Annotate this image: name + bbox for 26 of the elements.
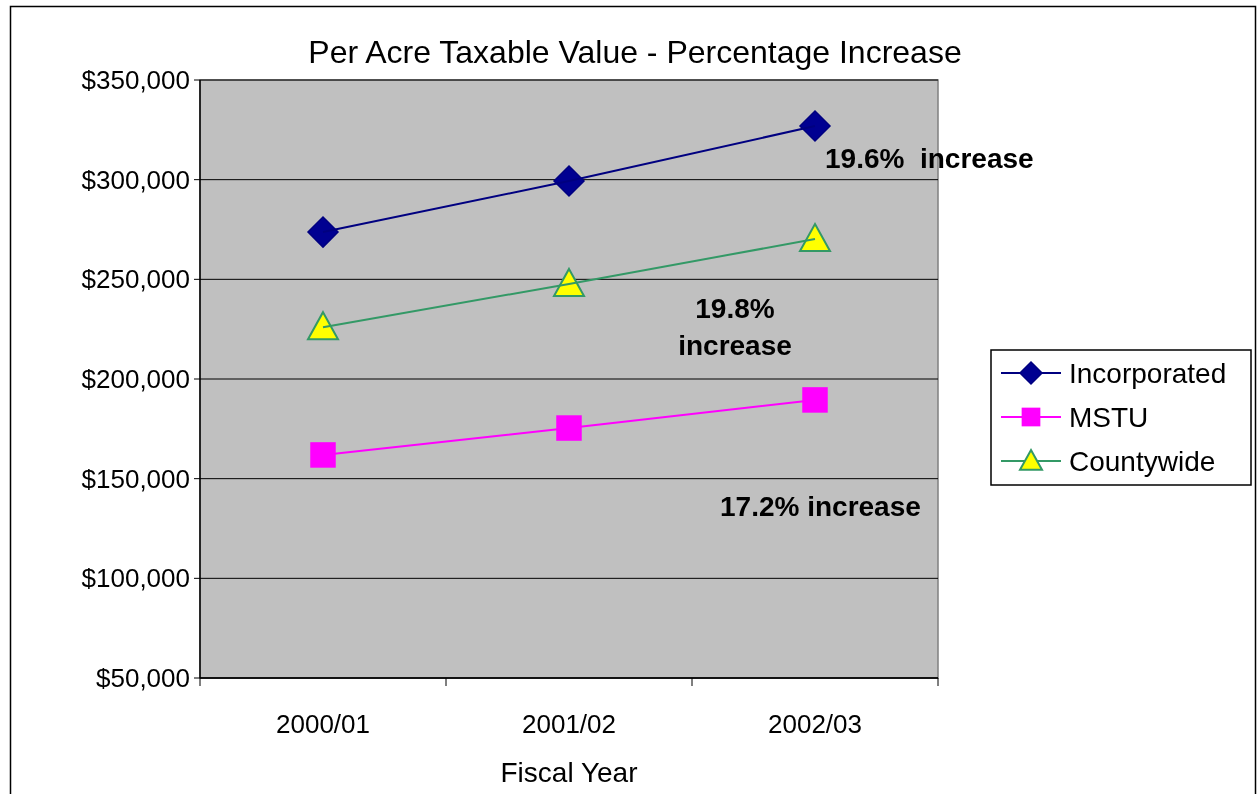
point <box>553 267 585 297</box>
y-tick-label: $150,000 <box>81 463 190 494</box>
annotation: 17.2% increase <box>720 491 921 522</box>
y-tick-label: $250,000 <box>81 264 190 295</box>
point <box>799 223 831 253</box>
point <box>307 216 339 248</box>
point <box>310 442 336 468</box>
y-tick-label: $200,000 <box>81 364 190 395</box>
point <box>799 110 831 142</box>
legend-label: Incorporated <box>1069 357 1227 389</box>
annotation: 19.8% increase <box>678 293 792 361</box>
annotation: 19.6% increase <box>825 143 1034 174</box>
y-tick-label: $50,000 <box>96 663 190 694</box>
x-tick-label: 2001/02 <box>522 709 616 739</box>
y-tick-label: $350,000 <box>81 65 190 96</box>
legend-label: Countywide <box>1069 445 1216 477</box>
x-tick-label: 2002/03 <box>768 709 862 739</box>
x-tick-label: 2000/01 <box>276 709 370 739</box>
legend-label: MSTU <box>1069 401 1149 433</box>
chart-title: Per Acre Taxable Value - Percentage Increase <box>308 34 962 70</box>
point <box>556 415 582 441</box>
point <box>307 311 339 341</box>
y-tick-label: $300,000 <box>81 164 190 195</box>
point <box>802 387 828 413</box>
x-axis-title: Fiscal Year <box>500 757 638 788</box>
y-tick-label: $100,000 <box>81 563 190 594</box>
